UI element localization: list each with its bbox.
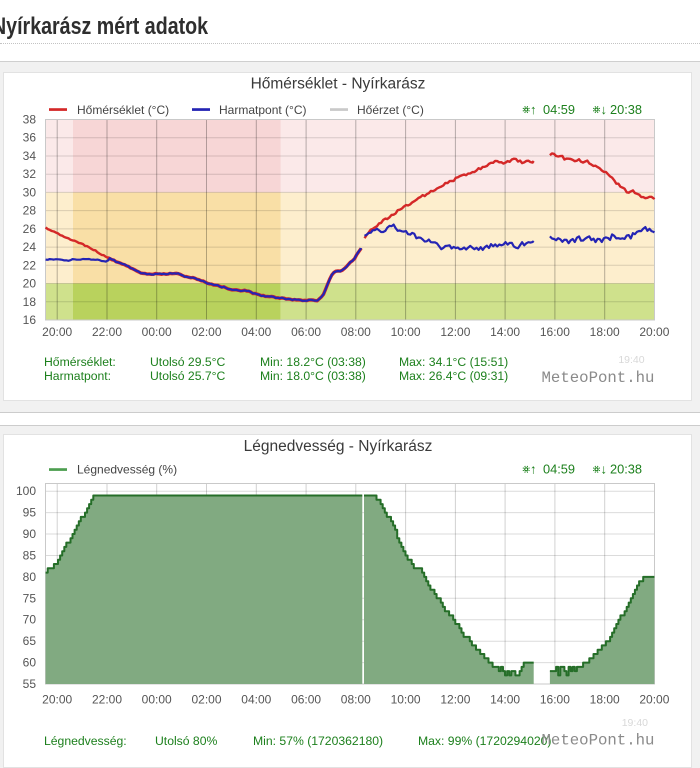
svg-text:↓: ↓ [601, 462, 608, 477]
svg-text:24: 24 [23, 240, 37, 254]
svg-text:22:00: 22:00 [92, 693, 122, 707]
svg-text:04:00: 04:00 [241, 325, 271, 339]
svg-text:20:00: 20:00 [42, 693, 72, 707]
svg-text:38: 38 [23, 113, 37, 127]
svg-text:20:00: 20:00 [639, 693, 669, 707]
svg-text:Hőérzet (°C): Hőérzet (°C) [357, 103, 424, 117]
svg-text:20:38: 20:38 [610, 102, 642, 117]
svg-text:65: 65 [23, 634, 37, 648]
svg-text:16:00: 16:00 [540, 693, 570, 707]
svg-text:100: 100 [16, 484, 36, 498]
svg-text:12:00: 12:00 [440, 325, 470, 339]
svg-text:16:00: 16:00 [540, 325, 570, 339]
svg-text:Légnedvesség (%): Légnedvesség (%) [77, 463, 177, 477]
svg-text:00:00: 00:00 [142, 693, 172, 707]
svg-text:28: 28 [23, 204, 37, 218]
svg-text:08:00: 08:00 [341, 325, 371, 339]
svg-text:20: 20 [23, 277, 37, 291]
svg-text:↑: ↑ [530, 102, 537, 117]
svg-text:36: 36 [23, 131, 37, 145]
svg-text:85: 85 [23, 549, 37, 563]
svg-text:04:59: 04:59 [543, 102, 575, 117]
svg-text:22:00: 22:00 [92, 325, 122, 339]
svg-text:Harmatpont (°C): Harmatpont (°C) [219, 103, 307, 117]
svg-text:80: 80 [23, 570, 37, 584]
svg-text:12:00: 12:00 [440, 693, 470, 707]
svg-text:10:00: 10:00 [391, 693, 421, 707]
svg-text:20:00: 20:00 [42, 325, 72, 339]
svg-text:20:38: 20:38 [610, 462, 642, 477]
svg-text:95: 95 [23, 506, 37, 520]
svg-text:MeteoPont.hu: MeteoPont.hu [542, 369, 655, 387]
svg-text:Utolsó 25.7°C: Utolsó 25.7°C [150, 369, 226, 383]
svg-text:19:40: 19:40 [622, 717, 648, 729]
svg-text:Max: 26.4°C (09:31): Max: 26.4°C (09:31) [399, 369, 508, 383]
svg-text:Utolsó 80%: Utolsó 80% [155, 734, 217, 748]
svg-text:04:00: 04:00 [241, 693, 271, 707]
svg-text:MeteoPont.hu: MeteoPont.hu [542, 732, 655, 750]
svg-text:14:00: 14:00 [490, 693, 520, 707]
svg-text:22: 22 [23, 258, 37, 272]
svg-text:00:00: 00:00 [142, 325, 172, 339]
svg-text:60: 60 [23, 656, 37, 670]
svg-text:↓: ↓ [601, 102, 608, 117]
svg-text:↑: ↑ [530, 462, 537, 477]
svg-text:Légnedvesség:: Légnedvesség: [44, 734, 127, 748]
svg-text:Hőmérséklet:: Hőmérséklet: [44, 355, 116, 369]
svg-text:04:59: 04:59 [543, 462, 575, 477]
svg-text:Légnedvesség - Nyírkarász: Légnedvesség - Nyírkarász [244, 438, 433, 455]
svg-text:55: 55 [23, 677, 37, 691]
svg-text:75: 75 [23, 591, 37, 605]
svg-text:02:00: 02:00 [191, 325, 221, 339]
svg-text:06:00: 06:00 [291, 693, 321, 707]
svg-text:14:00: 14:00 [490, 325, 520, 339]
svg-text:30: 30 [23, 185, 37, 199]
svg-text:18: 18 [23, 295, 37, 309]
svg-text:70: 70 [23, 613, 37, 627]
svg-text:Max: 99% (1720294020): Max: 99% (1720294020) [418, 734, 551, 748]
svg-text:Hőmérséklet - Nyírkarász: Hőmérséklet - Nyírkarász [251, 76, 426, 93]
svg-text:26: 26 [23, 222, 37, 236]
svg-text:34: 34 [23, 149, 37, 163]
svg-text:19:40: 19:40 [618, 354, 644, 366]
svg-text:16: 16 [23, 313, 37, 327]
svg-text:08:00: 08:00 [341, 693, 371, 707]
svg-text:18:00: 18:00 [590, 693, 620, 707]
svg-text:Utolsó 29.5°C: Utolsó 29.5°C [150, 355, 226, 369]
svg-text:32: 32 [23, 167, 37, 181]
svg-text:20:00: 20:00 [639, 325, 669, 339]
svg-text:90: 90 [23, 527, 37, 541]
svg-text:Min: 18.0°C (03:38): Min: 18.0°C (03:38) [260, 369, 366, 383]
svg-text:Min: 18.2°C (03:38): Min: 18.2°C (03:38) [260, 355, 366, 369]
svg-text:18:00: 18:00 [590, 325, 620, 339]
svg-text:Hőmérséklet (°C): Hőmérséklet (°C) [77, 103, 169, 117]
svg-text:Min: 57% (1720362180): Min: 57% (1720362180) [253, 734, 383, 748]
svg-text:Max: 34.1°C (15:51): Max: 34.1°C (15:51) [399, 355, 508, 369]
svg-text:02:00: 02:00 [191, 693, 221, 707]
svg-text:10:00: 10:00 [391, 325, 421, 339]
svg-text:06:00: 06:00 [291, 325, 321, 339]
svg-text:Harmatpont:: Harmatpont: [44, 369, 111, 383]
